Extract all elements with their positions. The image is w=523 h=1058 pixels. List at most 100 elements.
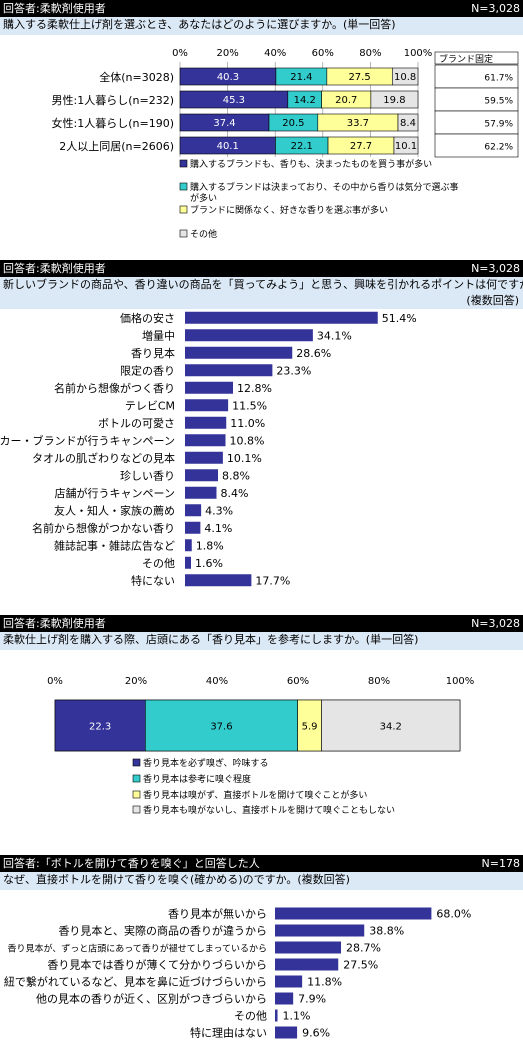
data-label: 37.6 [210,722,232,733]
side-column-value: 57.9% [484,120,513,130]
bar-segment [391,67,419,86]
legend-label: 購入するブランドは決まっており、その中から香りは気分で選ぶ事 [190,181,459,193]
data-label: 12.8% [237,382,272,395]
data-label: 23.3% [276,364,311,377]
data-label: 27.7 [350,141,372,152]
legend-swatch [132,774,141,783]
tick-label: 0% [47,676,63,687]
side-column-value: 61.7% [484,74,513,84]
legend-label: その他 [190,228,217,240]
category-label: メーカー・ブランドが行うキャンペーン [0,433,175,447]
data-label: 4.1% [204,522,232,535]
data-label: 40.3 [217,72,239,83]
data-label: 17.7% [255,574,290,587]
category-label: 香り見本では香りが薄くて分かりづらいから [47,958,267,972]
category-label: テレビCM [125,399,175,412]
data-label: 34.1% [317,329,352,342]
legend-label: 香り見本は嗅がず、直接ボトルを開けて嗅ぐことが多い [143,789,367,801]
bar [275,1009,278,1022]
category-label: 珍しい香り [120,469,175,482]
side-column-title: ブランド固定 [439,53,493,65]
data-label: 28.6% [296,347,331,360]
bar [185,521,201,534]
tick-label: 40% [206,676,228,687]
category-label: 女性:1人暮らし(n=190) [52,116,174,130]
bar [185,469,218,482]
data-label: 34.2 [380,722,402,733]
bar [185,434,226,447]
data-label: 22.3 [89,722,111,733]
data-label: 22.1 [291,141,313,152]
data-label: 10.1 [395,141,417,152]
category-label: 紐で繋がれているなど、見本を鼻に近づけづらいから [4,975,267,989]
legend-swatch [179,229,188,238]
section3-n: N=3,028 [471,617,520,630]
data-label: 33.7 [347,118,369,129]
data-label: 68.0% [436,908,471,921]
data-label: 27.5% [343,959,378,972]
tick-label: 80% [359,48,381,59]
section1-question-bar: 購入する柔軟仕上げ剤を選ぶとき、あなたはどのように選びますか。(単一回答) [0,17,523,35]
data-label: 8.4 [400,118,416,129]
legend-swatch [179,182,188,191]
legend-swatch [179,205,188,214]
data-label: 10.1% [227,452,262,465]
side-column-value: 62.2% [484,143,513,153]
section3-respondent: 回答者:柔軟剤使用者 [3,617,106,630]
data-label: 40.1 [217,141,239,152]
category-label: 男性:1人暮らし(n=232) [52,93,174,107]
tick-label: 80% [368,676,390,687]
data-label: 14.2 [294,95,316,106]
section2-header: 回答者:柔軟剤使用者 N=3,028 [0,260,523,277]
data-label: 1.6% [195,557,223,570]
category-label: 香り見本 [131,346,175,360]
category-label: 増量中 [142,329,175,342]
category-label: 価格の安さ [120,311,175,325]
data-label: 11.8% [307,976,342,989]
category-label: 名前から想像がつかない香り [32,521,175,535]
bar [275,958,339,971]
bar [185,381,233,394]
side-column-value: 59.5% [484,97,513,107]
data-label: 7.9% [298,993,326,1006]
section4-question: なぜ、直接ボトルを開けて香りを嗅ぐ(確かめる)のですか。(複数回答) [3,873,350,886]
bar [275,907,432,920]
bar [275,975,303,988]
category-label: 店舗が行うキャンペーン [55,486,175,500]
bar-segment [393,136,419,155]
tick-label: 0% [172,48,188,59]
section1-n: N=3,028 [471,2,520,15]
bar [185,574,252,587]
tick-label: 20% [125,676,147,687]
data-label: 8.8% [222,469,250,482]
tick-label: 20% [216,48,238,59]
chart-interest-points: 価格の安さ 51.4% 増量中 34.1% 香り見本 28.6% 限定の香り 23.3% 名前か… [0,311,417,588]
section3-question: 柔軟仕上げ剤を購入する際、店頭にある「香り見本」を参考にしますか。(単一回答) [3,633,419,646]
category-label: その他 [234,1010,267,1023]
section4-n: N=178 [481,857,520,870]
category-label: 特に理由はない [190,1026,267,1040]
data-label: 4.3% [205,504,233,517]
section2-note: (複数回答) [466,294,519,307]
section4-respondent: 回答者:「ボトルを開けて香りを嗅ぐ」と回答した人 [3,857,260,870]
data-label: 27.5 [348,72,370,83]
bar [185,311,378,324]
section1-question: 購入する柔軟仕上げ剤を選ぶとき、あなたはどのように選びますか。(単一回答) [3,18,396,31]
bar [185,556,191,569]
legend-swatch [179,159,188,168]
bar [275,924,365,937]
data-label: 45.3 [223,95,245,106]
chart-scent-sample: 0% 20% 40% 60% 80% 100% 22.3 37.6 5.9 34.2 香り見本を必ず… [47,676,474,816]
bar [185,416,227,429]
bar-segment [145,699,298,752]
bar [275,941,342,954]
tick-label: 60% [312,48,334,59]
bar [185,486,217,499]
data-label: 51.4% [382,312,417,325]
bar [185,504,202,517]
section4-header: 回答者:「ボトルを開けて香りを嗅ぐ」と回答した人 N=178 [0,855,523,872]
section3-question-bar: 柔軟仕上げ剤を購入する際、店頭にある「香り見本」を参考にしますか。(単一回答) [0,632,523,650]
bar [185,346,293,359]
category-label: 2人以上同居(n=2606) [59,140,174,153]
data-label: 20.5 [282,118,304,129]
